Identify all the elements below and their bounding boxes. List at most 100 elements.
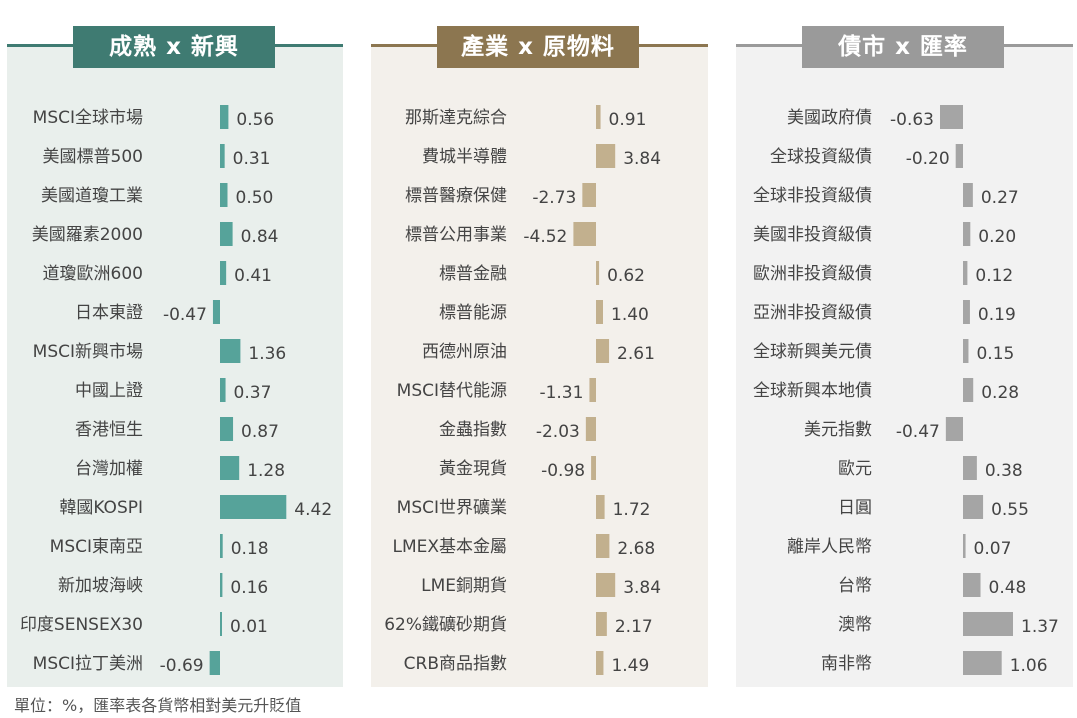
category-label: LMEX基本金屬 bbox=[392, 537, 507, 557]
category-label: 標普能源 bbox=[439, 303, 507, 323]
bar bbox=[220, 495, 287, 519]
category-label: 南非幣 bbox=[821, 654, 872, 674]
value-label: 0.19 bbox=[978, 305, 1016, 325]
value-label: -4.52 bbox=[523, 227, 567, 247]
value-label: -0.47 bbox=[163, 305, 207, 325]
bar bbox=[963, 300, 970, 324]
bar bbox=[596, 339, 610, 363]
panel-industry-commodities: 產業 x 原物料 那斯達克綜合 0.91 費城半導體 3.84 標普醫療保健 -2.73 標… bbox=[371, 26, 708, 687]
category-label: 全球新興美元債 bbox=[753, 342, 872, 362]
value-label: 0.48 bbox=[989, 578, 1027, 598]
value-label: 2.61 bbox=[617, 344, 655, 364]
category-label: 標普金融 bbox=[439, 264, 507, 284]
bar bbox=[220, 417, 234, 441]
value-label: 0.55 bbox=[991, 500, 1029, 520]
bar bbox=[963, 261, 968, 285]
bar bbox=[596, 573, 616, 597]
category-label: 印度SENSEX30 bbox=[20, 615, 143, 635]
value-label: -0.69 bbox=[160, 656, 204, 676]
value-label: 4.42 bbox=[294, 500, 332, 520]
category-label: 香港恒生 bbox=[75, 420, 143, 440]
panel-title: 產業 x 原物料 bbox=[437, 26, 639, 68]
value-label: -2.73 bbox=[532, 188, 576, 208]
value-label: 0.20 bbox=[978, 227, 1016, 247]
footnote: 單位：%，匯率表各貨幣相對美元升貶值 bbox=[14, 696, 302, 715]
bar bbox=[963, 651, 1002, 675]
value-label: 2.68 bbox=[617, 539, 655, 559]
bar bbox=[220, 339, 241, 363]
category-label: 美國政府債 bbox=[787, 108, 872, 128]
category-label: 那斯達克綜合 bbox=[405, 108, 507, 128]
bar bbox=[596, 612, 607, 636]
value-label: 0.31 bbox=[233, 149, 271, 169]
bar bbox=[596, 651, 604, 675]
value-label: 0.84 bbox=[241, 227, 279, 247]
panel-mature-emerging: 成熟 x 新興 MSCI全球市場 0.56 美國標普500 0.31 美國道瓊工業 0.5… bbox=[7, 26, 343, 687]
category-label: 美國道瓊工業 bbox=[41, 186, 143, 206]
bar bbox=[220, 612, 222, 636]
category-label: 費城半導體 bbox=[422, 147, 507, 167]
bar-chart-industry-commodities: 那斯達克綜合 0.91 費城半導體 3.84 標普醫療保健 -2.73 標普公用事業 -4.5… bbox=[384, 105, 661, 676]
bar bbox=[963, 339, 969, 363]
bar bbox=[596, 261, 600, 285]
value-label: 1.06 bbox=[1010, 656, 1048, 676]
category-label: 標普公用事業 bbox=[405, 225, 507, 245]
bar bbox=[596, 105, 601, 129]
value-label: 0.27 bbox=[981, 188, 1019, 208]
category-label: 全球投資級債 bbox=[770, 147, 872, 167]
category-label: 台幣 bbox=[838, 576, 872, 596]
bar bbox=[220, 183, 228, 207]
bar bbox=[573, 222, 596, 246]
category-label: 中國上證 bbox=[75, 381, 143, 401]
category-label: 金蟲指數 bbox=[439, 420, 507, 440]
category-label: 西德州原油 bbox=[422, 342, 507, 362]
bar bbox=[220, 378, 226, 402]
bar bbox=[963, 378, 974, 402]
bar bbox=[945, 417, 963, 441]
category-label: MSCI新興市場 bbox=[33, 342, 143, 362]
category-label: 新加坡海峽 bbox=[58, 576, 143, 596]
category-label: 亞洲非投資級債 bbox=[753, 303, 872, 323]
value-label: 0.28 bbox=[981, 383, 1019, 403]
value-label: 3.84 bbox=[623, 578, 661, 598]
bar bbox=[220, 105, 229, 129]
category-label: MSCI替代能源 bbox=[397, 381, 507, 401]
value-label: 0.38 bbox=[985, 461, 1023, 481]
bar bbox=[963, 222, 971, 246]
category-label: 日本東證 bbox=[75, 303, 143, 323]
bar bbox=[596, 144, 616, 168]
category-label: MSCI東南亞 bbox=[50, 537, 143, 557]
category-label: MSCI世界礦業 bbox=[397, 498, 507, 518]
value-label: -0.20 bbox=[906, 149, 950, 169]
bar bbox=[955, 144, 963, 168]
value-label: 0.50 bbox=[236, 188, 274, 208]
bar bbox=[963, 534, 966, 558]
bar-chart-mature-emerging: MSCI全球市場 0.56 美國標普500 0.31 美國道瓊工業 0.50 美國羅素200… bbox=[20, 105, 332, 676]
value-label: 0.18 bbox=[231, 539, 269, 559]
bar bbox=[963, 612, 1014, 636]
category-label: 全球非投資級債 bbox=[753, 186, 872, 206]
panel-bonds-fx: 債市 x 匯率 美國政府債 -0.63 全球投資級債 -0.20 全球非投資級債 0.27… bbox=[736, 26, 1073, 687]
category-label: 歐元 bbox=[838, 459, 872, 479]
value-label: -1.31 bbox=[539, 383, 583, 403]
bar bbox=[585, 417, 596, 441]
panel-title: 債市 x 匯率 bbox=[802, 26, 1004, 68]
value-label: -0.98 bbox=[541, 461, 585, 481]
bar bbox=[220, 456, 240, 480]
category-label: 全球新興本地債 bbox=[753, 381, 872, 401]
category-label: 美國標普500 bbox=[43, 147, 143, 167]
value-label: 0.37 bbox=[234, 383, 272, 403]
category-label: 離岸人民幣 bbox=[787, 537, 872, 557]
value-label: 0.16 bbox=[230, 578, 268, 598]
bar bbox=[212, 300, 220, 324]
category-label: 韓國KOSPI bbox=[59, 498, 143, 518]
category-label: CRB商品指數 bbox=[404, 654, 507, 674]
bar bbox=[220, 261, 227, 285]
bar-chart-bonds-fx: 美國政府債 -0.63 全球投資級債 -0.20 全球非投資級債 0.27 美國非投資級債 0… bbox=[753, 105, 1059, 676]
bar bbox=[220, 534, 223, 558]
bar bbox=[596, 300, 603, 324]
bar bbox=[209, 651, 220, 675]
panel-title: 成熟 x 新興 bbox=[73, 26, 275, 68]
bar bbox=[963, 456, 977, 480]
value-label: 3.84 bbox=[623, 149, 661, 169]
